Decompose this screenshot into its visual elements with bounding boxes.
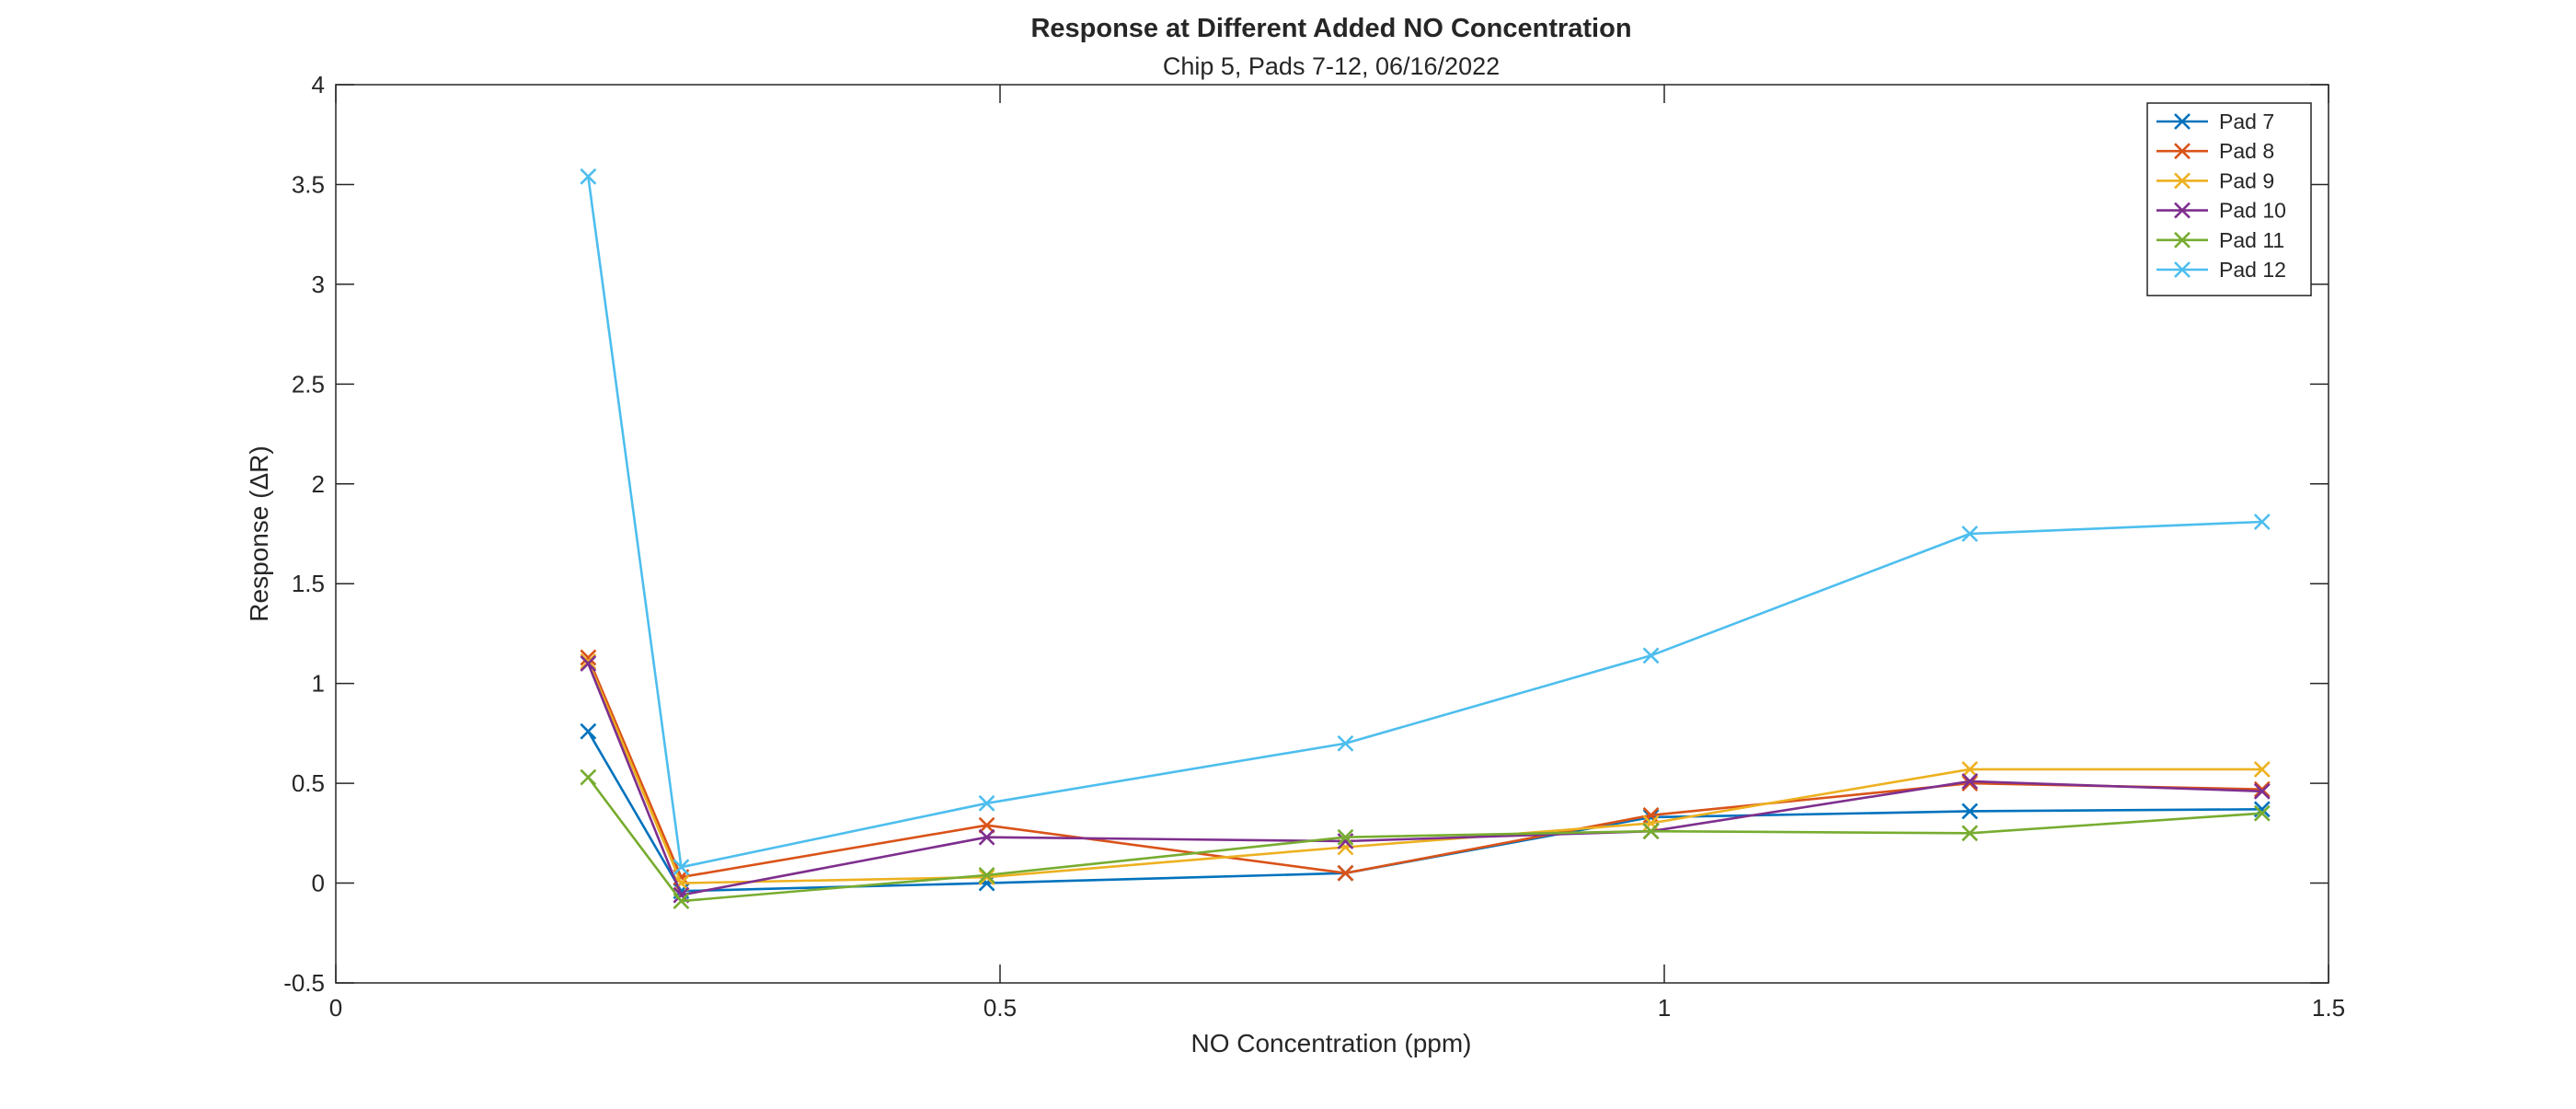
y-tick-label: -0.5 bbox=[283, 969, 325, 997]
y-tick-label: 3 bbox=[312, 271, 325, 298]
legend-marker bbox=[2174, 113, 2191, 130]
series-pad-12 bbox=[580, 168, 2271, 876]
legend-marker bbox=[2174, 202, 2191, 219]
data-point bbox=[673, 859, 690, 876]
data-point bbox=[580, 168, 597, 185]
data-point bbox=[1642, 806, 1660, 824]
data-point bbox=[1337, 864, 1354, 882]
data-point bbox=[1961, 825, 1979, 842]
legend-label: Pad 9 bbox=[2219, 168, 2274, 192]
data-point bbox=[1961, 803, 1979, 820]
y-axis-label: Response (ΔR) bbox=[245, 445, 273, 621]
x-axis-label: NO Concentration (ppm) bbox=[1190, 1029, 1471, 1057]
data-point bbox=[1642, 647, 1660, 664]
legend-label: Pad 7 bbox=[2219, 110, 2274, 133]
data-point bbox=[1642, 823, 1660, 840]
data-point bbox=[1642, 814, 1660, 832]
data-point bbox=[2253, 804, 2271, 822]
y-tick-label: 1.5 bbox=[292, 570, 325, 597]
data-point bbox=[2253, 761, 2271, 778]
series-pad-11 bbox=[580, 768, 2271, 909]
data-point bbox=[1337, 734, 1354, 752]
legend-label: Pad 12 bbox=[2219, 258, 2286, 282]
data-point bbox=[2253, 782, 2271, 800]
legend-marker bbox=[2174, 172, 2191, 190]
data-point bbox=[1961, 775, 1979, 792]
x-tick-label: 1 bbox=[1658, 994, 1671, 1022]
series-pad-9 bbox=[580, 653, 2271, 892]
y-tick-label: 2 bbox=[312, 470, 325, 498]
y-tick-label: 2.5 bbox=[292, 370, 325, 398]
chart-subtitle: Chip 5, Pads 7-12, 06/16/2022 bbox=[1163, 52, 1500, 80]
legend-marker bbox=[2174, 231, 2191, 248]
x-tick-label: 0 bbox=[329, 994, 342, 1022]
data-point bbox=[580, 722, 597, 740]
y-tick-label: 3.5 bbox=[292, 170, 325, 198]
data-point bbox=[1961, 773, 1979, 790]
legend-label: Pad 8 bbox=[2219, 139, 2274, 163]
data-point bbox=[978, 866, 995, 884]
data-point bbox=[1961, 526, 1979, 542]
legend-marker bbox=[2174, 261, 2191, 278]
data-point bbox=[1337, 828, 1354, 846]
data-point bbox=[2253, 514, 2271, 530]
y-tick-label: 0 bbox=[312, 870, 325, 897]
legend-item: Pad 9 bbox=[2156, 168, 2274, 192]
y-tick-label: 4 bbox=[312, 71, 325, 98]
data-point bbox=[580, 653, 597, 670]
y-tick-label: 1 bbox=[312, 670, 325, 698]
legend-marker bbox=[2174, 143, 2191, 160]
legend-item: Pad 12 bbox=[2156, 258, 2286, 282]
x-tick-label: 1.5 bbox=[2312, 994, 2345, 1022]
data-point bbox=[1961, 761, 1979, 778]
data-point bbox=[580, 655, 597, 672]
legend-item: Pad 8 bbox=[2156, 139, 2274, 163]
data-point bbox=[978, 828, 995, 846]
x-axis: 0 0.5 1 1.5 bbox=[329, 85, 2345, 1022]
y-tick-label: 0.5 bbox=[292, 769, 325, 797]
legend-label: Pad 10 bbox=[2219, 199, 2286, 223]
chart-title: Response at Different Added NO Concentra… bbox=[1030, 14, 1631, 43]
data-point bbox=[978, 869, 995, 885]
legend: Pad 7 Pad 8 Pad 9 Pad 10 Pad 11 Pad 12 bbox=[2146, 102, 2312, 296]
data-point bbox=[580, 649, 597, 666]
series-layer bbox=[580, 168, 2271, 909]
legend-item: Pad 10 bbox=[2156, 199, 2286, 223]
data-point bbox=[978, 816, 995, 834]
data-point bbox=[2253, 780, 2271, 798]
data-point bbox=[978, 794, 995, 812]
legend-label: Pad 11 bbox=[2219, 228, 2284, 252]
data-point bbox=[673, 874, 690, 892]
plot-frame bbox=[335, 84, 2329, 984]
legend-item: Pad 11 bbox=[2156, 228, 2284, 252]
legend-item: Pad 7 bbox=[2156, 110, 2274, 133]
data-point bbox=[673, 893, 690, 909]
x-tick-label: 0.5 bbox=[983, 994, 1017, 1022]
data-point bbox=[580, 768, 597, 786]
